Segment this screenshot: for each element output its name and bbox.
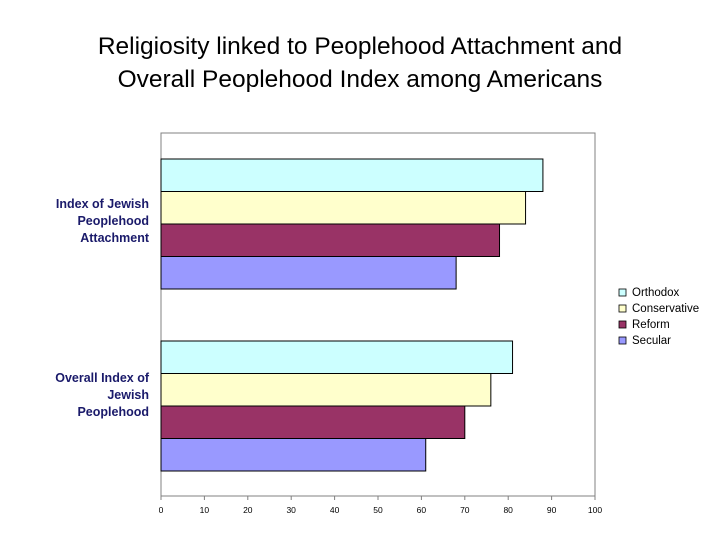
x-tick-label: 30 [286,505,296,515]
category-label-2-line-1: Overall Index of [55,371,150,385]
x-tick-label: 20 [243,505,253,515]
chart-title-line-2: Overall Peoplehood Index among Americans [117,66,603,93]
legend-swatch-reform [618,320,627,329]
bar-reform-1 [160,223,501,257]
legend-label-reform: Reform [632,319,670,331]
legend-label-secular: Secular [632,335,671,347]
legend-swatch-secular [618,336,627,345]
bar-secular-1 [160,256,457,290]
x-tick-label: 0 [159,505,164,515]
x-tick-label: 90 [547,505,557,515]
x-tick-label: 10 [200,505,210,515]
legend-box [612,283,719,349]
legend-label-conservative: Conservative [632,303,699,315]
x-tick-label: 100 [588,505,602,515]
chart-title: Religiosity linked to Peoplehood Attachm… [0,30,720,96]
category-label-2-line-3: Peoplehood [77,405,149,419]
category-label-1-line-1: Index of Jewish [56,197,149,211]
legend-label-orthodox: Orthodox [632,287,680,299]
bar-orthodox-1 [160,158,544,192]
legend: Orthodox Conservative Reform Secular [612,283,719,349]
bar-reform-2 [160,405,466,439]
category-label-2-line-2: Jewish [107,388,149,402]
x-axis: 0 10 20 30 40 50 60 70 80 90 100 [159,495,602,515]
legend-swatch-conservative [618,304,627,313]
category-label-1-line-3: Attachment [80,231,150,245]
category-labels: Index of Jewish Peoplehood Attachment Overa… [55,197,150,419]
x-tick-label: 80 [503,505,513,515]
x-tick-label: 50 [373,505,383,515]
x-tick-label: 70 [460,505,470,515]
legend-swatch-orthodox [618,288,627,297]
category-label-1-line-2: Peoplehood [77,214,149,228]
bars-group [160,158,544,472]
bar-orthodox-2 [160,340,514,374]
chart-title-line-1: Religiosity linked to Peoplehood Attachm… [97,33,623,60]
bar-conservative-1 [160,191,527,225]
bar-conservative-2 [160,373,492,407]
bar-secular-2 [160,438,427,472]
x-tick-label: 60 [417,505,427,515]
x-tick-label: 40 [330,505,340,515]
